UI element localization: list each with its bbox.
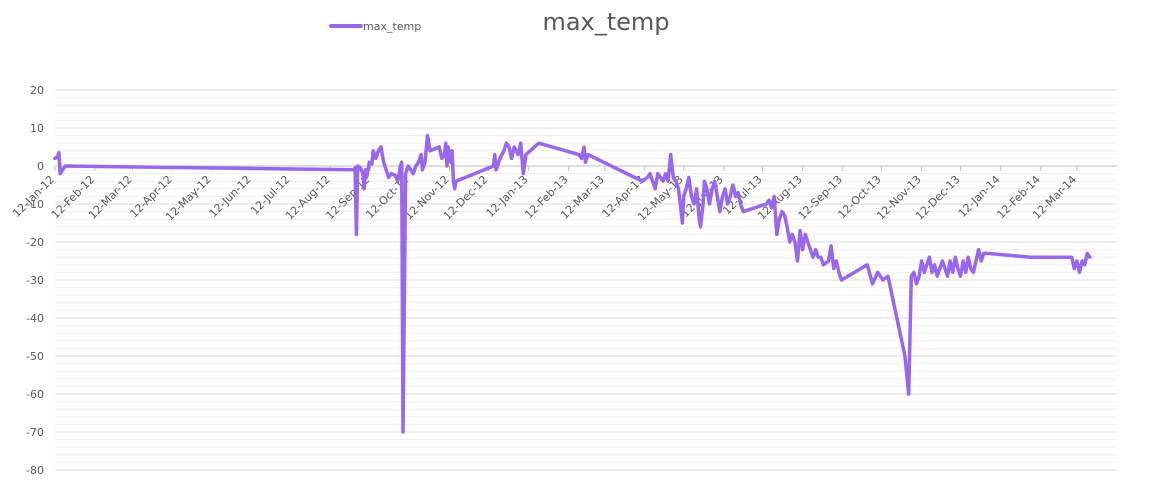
y-tick-label: -50	[26, 350, 44, 363]
y-tick-label: -40	[26, 312, 44, 325]
y-tick-label: 10	[30, 122, 44, 135]
y-tick-label: 0	[37, 160, 44, 173]
y-tick-label: -60	[26, 388, 44, 401]
grid	[55, 89, 1117, 471]
y-tick-label: 20	[30, 84, 44, 97]
legend-label-max-temp: max_temp	[363, 20, 421, 33]
series-layer	[53, 133, 1092, 434]
y-tick-label: -20	[26, 236, 44, 249]
legend: max_temp	[329, 20, 421, 33]
y-axis: 20 10 0 -10 -20 -30 -40 -50 -60 -70 -80	[26, 84, 44, 477]
y-tick-label: -70	[26, 426, 44, 439]
chart-title: max_temp	[542, 8, 669, 36]
y-tick-label: -10	[26, 198, 44, 211]
y-tick-label: -30	[26, 274, 44, 287]
series-line-max-temp	[53, 133, 1092, 434]
x-axis: 12-Jan-1212-Feb-1212-Mar-1212-Apr-1212-M…	[10, 165, 1117, 223]
y-tick-label: -80	[26, 464, 44, 477]
